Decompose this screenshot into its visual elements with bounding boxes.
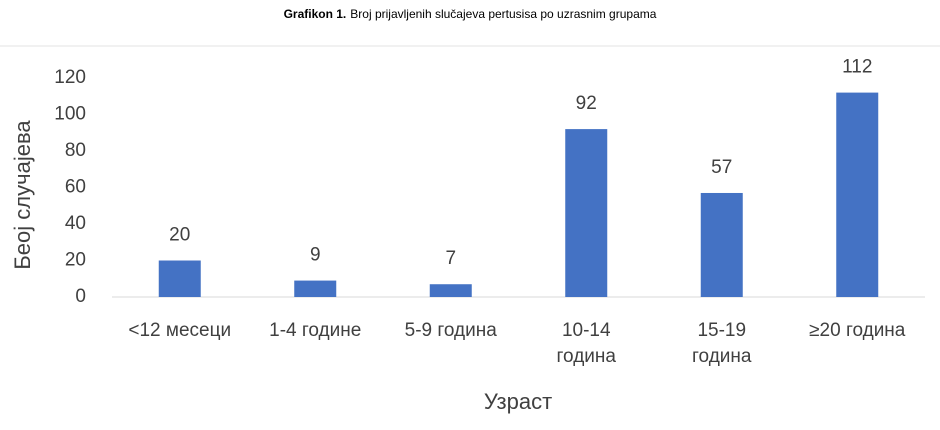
bar: [836, 92, 879, 297]
y-tick-label: 0: [75, 286, 86, 307]
x-tick-label: 10-14 година: [556, 320, 616, 367]
data-label: 20: [169, 225, 190, 246]
y-axis-title: Беој случајева: [10, 120, 35, 270]
data-label: 57: [711, 157, 732, 178]
data-label: 9: [310, 245, 321, 266]
y-tick-label: 40: [65, 213, 86, 234]
y-tick-label: 80: [65, 140, 86, 161]
bar: [700, 192, 743, 297]
x-tick-label: 5-9 година: [404, 320, 497, 341]
x-tick-label: ≥20 година: [809, 320, 906, 341]
y-tick-label: 60: [65, 177, 86, 198]
bar: [158, 260, 201, 297]
x-axis-title: Узраст: [484, 389, 552, 414]
chart-title: Broj prijavljenih slučajeva pertusisa po…: [350, 7, 656, 21]
data-label: 7: [445, 248, 456, 269]
y-tick-label: 100: [54, 104, 86, 125]
bar: [294, 280, 337, 297]
x-tick-label: 1-4 године: [269, 320, 362, 341]
bar: [429, 284, 472, 297]
data-label: 112: [842, 57, 872, 78]
figure-label: Grafikon 1.: [284, 7, 347, 21]
data-label: 92: [576, 93, 597, 114]
y-tick-label: 20: [65, 250, 86, 271]
chart-title-group: Grafikon 1. Broj prijavljenih slučajeva p…: [284, 7, 657, 21]
x-tick-label: <12 месеци: [128, 320, 232, 341]
x-tick-label: 15-19 година: [692, 320, 752, 367]
y-tick-label: 120: [54, 67, 86, 88]
bar: [565, 129, 608, 297]
